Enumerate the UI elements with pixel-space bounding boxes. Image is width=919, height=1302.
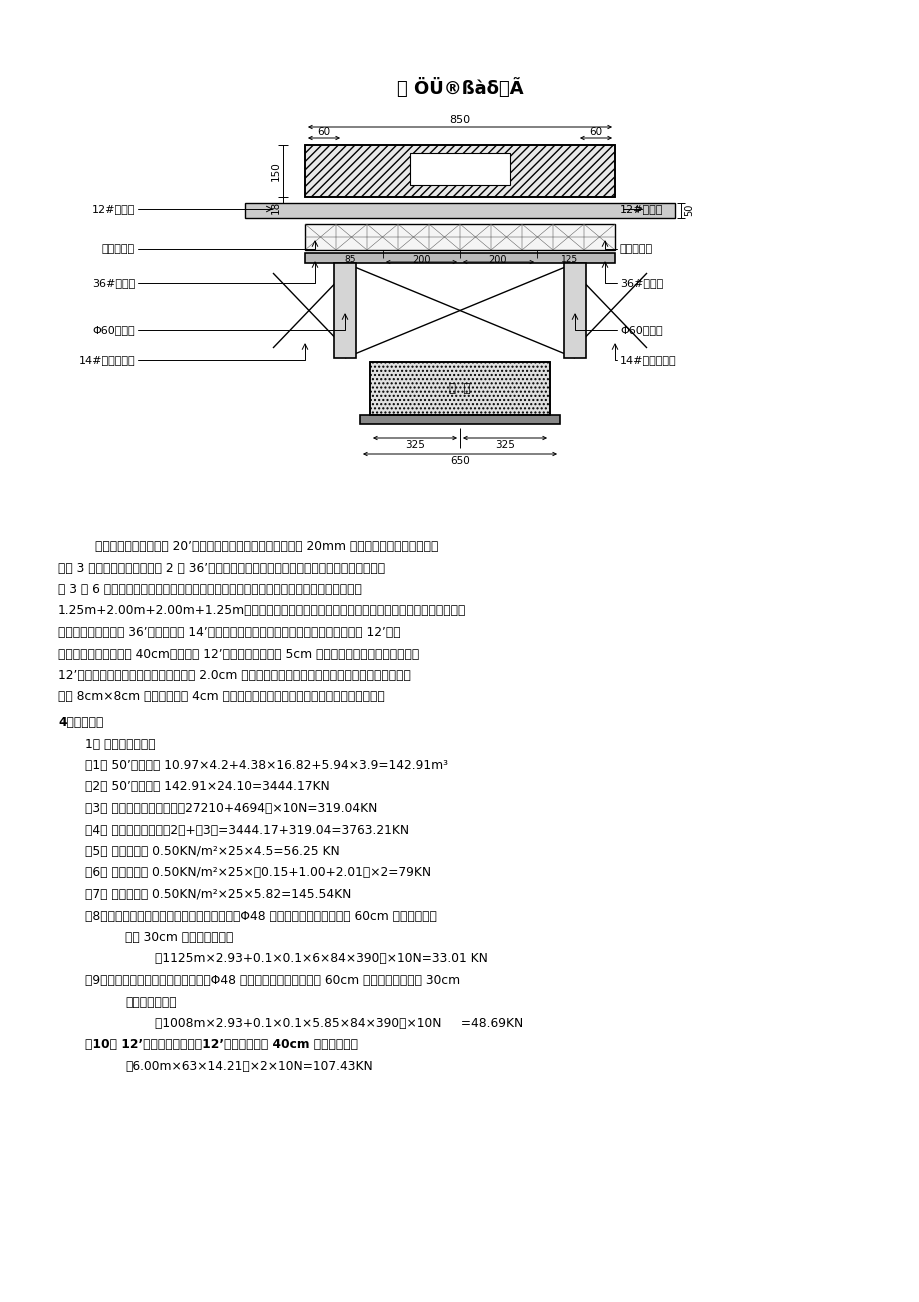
Text: 14#槽钢剪刀撑: 14#槽钢剪刀撑 bbox=[619, 355, 675, 365]
Text: 底加 3 道助板加强。盖板上铺 2 根 36’工字锃承重支架横梁，横梁上现浇梁底板位置处设置安: 底加 3 道助板加强。盖板上铺 2 根 36’工字锃承重支架横梁，横梁上现浇梁底… bbox=[58, 561, 385, 574]
Text: 4、荷载验算: 4、荷载验算 bbox=[58, 716, 103, 729]
Text: （1008m×2.93+0.1×0.1×5.85×84×390）×10N     =48.69KN: （1008m×2.93+0.1×0.1×5.85×84×390）×10N =48… bbox=[154, 1017, 523, 1030]
Text: 贝雷架桁片: 贝雷架桁片 bbox=[102, 243, 135, 254]
Bar bbox=[369, 362, 550, 415]
Text: 325: 325 bbox=[494, 440, 515, 450]
Text: （1125m×2.93+0.1×0.1×6×84×390）×10N=33.01 KN: （1125m×2.93+0.1×0.1×6×84×390）×10N=33.01 … bbox=[154, 953, 487, 966]
Text: Φ60钢管桩: Φ60钢管桩 bbox=[619, 326, 662, 335]
Text: 85: 85 bbox=[344, 255, 356, 264]
Text: 放 3 组 6 片贝雷架架，两侧翼板位置处各设置安放单片贝雷架架，贝雷架架片布置间距为: 放 3 组 6 片贝雷架架，两侧翼板位置处各设置安放单片贝雷架架，贝雷架架片布置… bbox=[58, 583, 361, 596]
Text: 方按 30cm 沿纵向布置）：: 方按 30cm 沿纵向布置）： bbox=[125, 931, 233, 944]
Text: 横向钉管框之间用 20’槽锃双向打剪刀撑稳定，锃管顶用 20mm 厚的锃板作盖板，且在盖板: 横向钉管框之间用 20’槽锃双向打剪刀撑稳定，锃管顶用 20mm 厚的锃板作盖板… bbox=[95, 540, 437, 553]
Text: 锃做横桥，铺放间距为 40cm，在铺设 12’工字锃时，下面用 5cm 厚木楡做垫板，予以降模拆模。: 锃做横桥，铺放间距为 40cm，在铺设 12’工字锃时，下面用 5cm 厚木楡做… bbox=[58, 647, 419, 660]
Text: ， ÖÜ®ßàδあÃ: ， ÖÜ®ßàδあÃ bbox=[396, 78, 523, 98]
Text: （9）内模支架与方木自重（支架采用Φ48 脚手架锃管，纵横间距按 60cm 均匀布置，木方按 30cm: （9）内模支架与方木自重（支架采用Φ48 脚手架锃管，纵横间距按 60cm 均匀… bbox=[85, 974, 460, 987]
Text: 650: 650 bbox=[449, 456, 470, 466]
Text: 36#工字钢: 36#工字钢 bbox=[92, 279, 135, 288]
Text: （7） 内模自重： 0.50KN/m²×25×5.82=145.54KN: （7） 内模自重： 0.50KN/m²×25×5.82=145.54KN bbox=[85, 888, 351, 901]
Text: （6.00m×63×14.21）×2×10N=107.43KN: （6.00m×63×14.21）×2×10N=107.43KN bbox=[125, 1060, 372, 1073]
Text: 60: 60 bbox=[317, 128, 330, 137]
Text: 150: 150 bbox=[271, 161, 280, 181]
Text: （2） 50’砑湿重： 142.91×24.10=3444.17KN: （2） 50’砑湿重： 142.91×24.10=3444.17KN bbox=[85, 780, 329, 793]
Text: 沿纵向布置）：: 沿纵向布置）： bbox=[125, 996, 176, 1009]
Bar bbox=[563, 263, 585, 358]
Text: 雷架片沿纵梁方向在 36’工字锃上用 14’槽锃作骑马架横向联系加固。贝雷架上横向铺设 12’工字: 雷架片沿纵梁方向在 36’工字锃上用 14’槽锃作骑马架横向联系加固。贝雷架上横… bbox=[58, 626, 400, 639]
Bar bbox=[305, 253, 614, 263]
Text: 18: 18 bbox=[271, 201, 280, 214]
Text: （10） 12’工字锃自重荷载（12’工字锃横向按 40cm 间距布置）：: （10） 12’工字锃自重荷载（12’工字锃横向按 40cm 间距布置）： bbox=[85, 1039, 357, 1052]
Bar bbox=[305, 224, 614, 250]
Text: 50: 50 bbox=[683, 204, 693, 216]
Bar bbox=[369, 362, 550, 415]
Text: 12#工字钢: 12#工字钢 bbox=[619, 204, 663, 214]
Text: （6） 侧模自重： 0.50KN/m²×25×（0.15+1.00+2.01）×2=79KN: （6） 侧模自重： 0.50KN/m²×25×（0.15+1.00+2.01）×… bbox=[85, 867, 431, 879]
Text: 承  台: 承 台 bbox=[448, 381, 471, 395]
Text: 200: 200 bbox=[488, 255, 506, 266]
Text: （1） 50’砑体积： 10.97×4.2+4.38×16.82+5.94×3.9=142.91m³: （1） 50’砑体积： 10.97×4.2+4.38×16.82+5.94×3.… bbox=[85, 759, 448, 772]
Text: （5） 底模自重： 0.50KN/m²×25×4.5=56.25 KN: （5） 底模自重： 0.50KN/m²×25×4.5=56.25 KN bbox=[85, 845, 339, 858]
Text: （4） 筱梁自重恒载：（2）+（3）=3444.17+319.04=3763.21KN: （4） 筱梁自重恒载：（2）+（3）=3444.17+319.04=3763.2… bbox=[85, 823, 409, 836]
Text: 14#槽钢剪刀撑: 14#槽钢剪刀撑 bbox=[78, 355, 135, 365]
Text: （3） 锃筋及锃纤线重量：（27210+4694）×10N=319.04KN: （3） 锃筋及锃纤线重量：（27210+4694）×10N=319.04KN bbox=[85, 802, 377, 815]
Text: 1） 筱梁恒载计算：: 1） 筱梁恒载计算： bbox=[85, 737, 155, 750]
Text: 200: 200 bbox=[413, 255, 431, 266]
Text: 1.25m+2.00m+2.00m+1.25m。纵梁的每组两片贝雷架之间用花架联接，为保证纵梁的稳定性，贝: 1.25m+2.00m+2.00m+1.25m。纵梁的每组两片贝雷架之间用花架联… bbox=[58, 604, 466, 617]
Text: 下设 8cm×8cm 方木，下面用 4cm 厚木楡做垫板，并将笹胶板用钓钉固定在方木上。: 下设 8cm×8cm 方木，下面用 4cm 厚木楡做垫板，并将笹胶板用钓钉固定在… bbox=[58, 690, 384, 703]
Text: 12’工字锃全部铺设完成后，在上面铺设 2.0cm 厚高强度笹胶板做底模板，笹胶板模对接口位置处，: 12’工字锃全部铺设完成后，在上面铺设 2.0cm 厚高强度笹胶板做底模板，笹胶… bbox=[58, 669, 411, 682]
Text: （8）侧模、翼板模支架与木方自重（支架采用Φ48 脚手架锃管，纵横间距按 60cm 均匀布置，木: （8）侧模、翼板模支架与木方自重（支架采用Φ48 脚手架锃管，纵横间距按 60c… bbox=[85, 910, 437, 923]
Text: 850: 850 bbox=[449, 115, 470, 125]
Text: 36#工字钢: 36#工字钢 bbox=[619, 279, 663, 288]
Bar bbox=[305, 145, 614, 197]
Text: 125: 125 bbox=[561, 255, 578, 264]
Bar bbox=[410, 154, 509, 185]
Text: Φ60钢管桩: Φ60钢管桩 bbox=[92, 326, 135, 335]
Bar bbox=[305, 145, 614, 197]
Bar bbox=[359, 415, 560, 424]
Bar bbox=[244, 203, 675, 217]
Text: 60: 60 bbox=[589, 128, 602, 137]
Text: 12#工字钢: 12#工字钢 bbox=[92, 204, 135, 214]
Text: 325: 325 bbox=[404, 440, 425, 450]
Bar bbox=[334, 263, 356, 358]
Text: 贝雷架桁片: 贝雷架桁片 bbox=[619, 243, 652, 254]
